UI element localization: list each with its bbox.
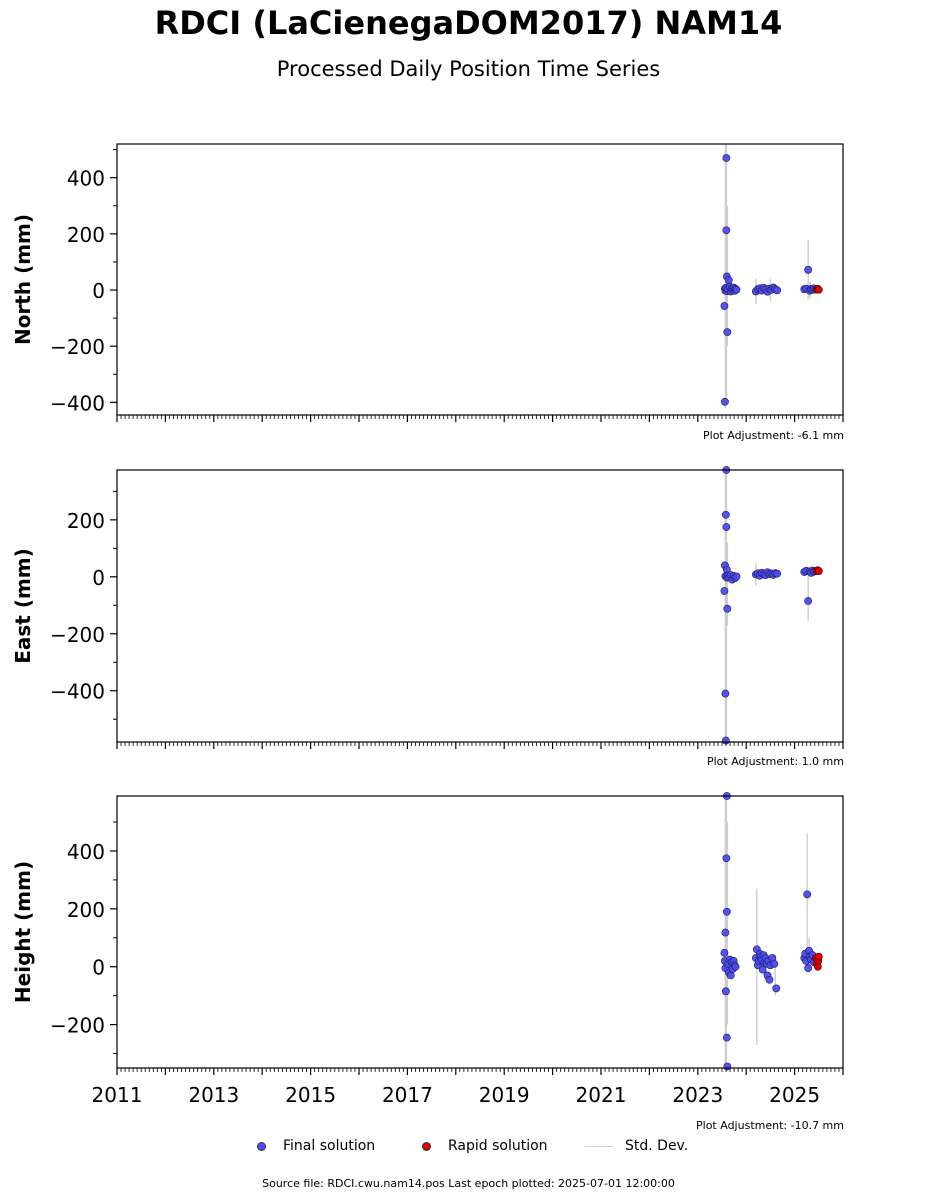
y-tick-label: 0 bbox=[92, 279, 105, 303]
height-panel: −200 0 200 400 Height (mm) 2011 2013 2015 2017 20… bbox=[11, 792, 844, 1107]
final-solution-point bbox=[804, 597, 813, 605]
final-solution-point bbox=[772, 984, 781, 993]
final-solution-point bbox=[722, 154, 731, 162]
rapid-solution-point bbox=[814, 285, 823, 294]
final-solution-point bbox=[721, 397, 729, 406]
x-tick-label: 2021 bbox=[576, 1083, 627, 1107]
north-axis-label: North (mm) bbox=[11, 214, 35, 345]
source-caption: Source file: RDCI.cwu.nam14.pos Last epo… bbox=[262, 1177, 675, 1190]
x-tick-label: 2023 bbox=[672, 1083, 723, 1107]
final-solution-point bbox=[723, 328, 732, 337]
height-axis-label: Height (mm) bbox=[11, 861, 35, 1003]
east-plot-adjustment: Plot Adjustment: 1.0 mm bbox=[706, 755, 844, 768]
y-tick-label: −400 bbox=[50, 391, 105, 415]
y-tick-label: 200 bbox=[67, 898, 105, 922]
final-solution-point bbox=[723, 604, 732, 613]
final-solution-point bbox=[721, 987, 730, 996]
chart-subtitle: Processed Daily Position Time Series bbox=[276, 57, 661, 81]
y-tick-label: 200 bbox=[67, 223, 105, 247]
y-tick-label: −200 bbox=[50, 623, 105, 647]
x-tick-label: 2013 bbox=[188, 1083, 239, 1107]
final-marker-icon bbox=[257, 1141, 266, 1151]
chart-title: RDCI (LaCienegaDOM2017) NAM14 bbox=[154, 4, 783, 42]
final-solution-point bbox=[773, 286, 782, 295]
final-solution-point bbox=[765, 975, 774, 984]
y-tick-label: 0 bbox=[92, 956, 105, 980]
north-plot-adjustment: Plot Adjustment: -6.1 mm bbox=[703, 429, 844, 442]
final-solution-point bbox=[722, 907, 731, 916]
final-solution-point bbox=[770, 959, 779, 968]
final-solution-point bbox=[722, 226, 731, 235]
rapid-solution-point bbox=[814, 567, 823, 576]
north-panel: −400 −200 0 200 400 North (mm) bbox=[11, 143, 844, 422]
final-solution-point bbox=[720, 302, 729, 310]
final-solution-point bbox=[720, 587, 729, 595]
y-tick-label: −200 bbox=[50, 1014, 105, 1038]
final-solution-point bbox=[722, 523, 731, 531]
legend-std: Std. Dev. bbox=[585, 1138, 688, 1154]
x-tick-label: 2017 bbox=[382, 1083, 433, 1107]
final-solution-point bbox=[722, 854, 731, 863]
final-solution-point bbox=[804, 265, 813, 274]
height-plot-adjustment: Plot Adjustment: -10.7 mm bbox=[696, 1119, 844, 1132]
final-solution-point bbox=[773, 569, 782, 578]
final-solution-point bbox=[804, 964, 813, 973]
x-tick-label: 2011 bbox=[92, 1083, 143, 1107]
y-tick-label: 200 bbox=[67, 509, 105, 533]
final-solution-point bbox=[722, 1033, 731, 1042]
y-tick-label: −200 bbox=[50, 335, 105, 359]
y-tick-label: −400 bbox=[50, 680, 105, 704]
legend-rapid: Rapid solution bbox=[422, 1138, 548, 1154]
x-tick-label: 2025 bbox=[769, 1083, 820, 1107]
final-solution-point bbox=[803, 890, 812, 899]
legend-rapid-label: Rapid solution bbox=[448, 1138, 548, 1154]
final-solution-point bbox=[721, 689, 730, 698]
rapid-solution-point bbox=[814, 952, 823, 961]
y-tick-label: 0 bbox=[92, 566, 105, 590]
final-solution-point bbox=[732, 572, 741, 581]
y-tick-label: 400 bbox=[67, 840, 105, 864]
final-solution-point bbox=[721, 510, 730, 519]
legend-final-label: Final solution bbox=[283, 1138, 376, 1154]
final-solution-point bbox=[731, 962, 740, 971]
final-solution-point bbox=[724, 276, 733, 285]
final-solution-point bbox=[758, 965, 767, 974]
final-solution-point bbox=[720, 948, 729, 957]
rapid-marker-icon bbox=[422, 1141, 431, 1151]
legend: Final solution Rapid solution Std. Dev. bbox=[0, 1136, 937, 1158]
north-plot-frame bbox=[116, 143, 844, 416]
std-line-icon bbox=[585, 1145, 613, 1147]
y-tick-label: 400 bbox=[67, 167, 105, 191]
east-panel: −400 −200 0 200 East (mm) bbox=[11, 466, 844, 749]
legend-std-label: Std. Dev. bbox=[625, 1138, 689, 1154]
x-tick-label: 2019 bbox=[479, 1083, 530, 1107]
legend-final: Final solution bbox=[257, 1138, 375, 1154]
east-plot-frame bbox=[116, 469, 844, 743]
east-axis-label: East (mm) bbox=[11, 548, 35, 664]
final-solution-point bbox=[732, 285, 741, 294]
final-solution-point bbox=[721, 928, 730, 937]
x-tick-label: 2015 bbox=[285, 1083, 336, 1107]
height-plot-frame bbox=[116, 795, 844, 1069]
